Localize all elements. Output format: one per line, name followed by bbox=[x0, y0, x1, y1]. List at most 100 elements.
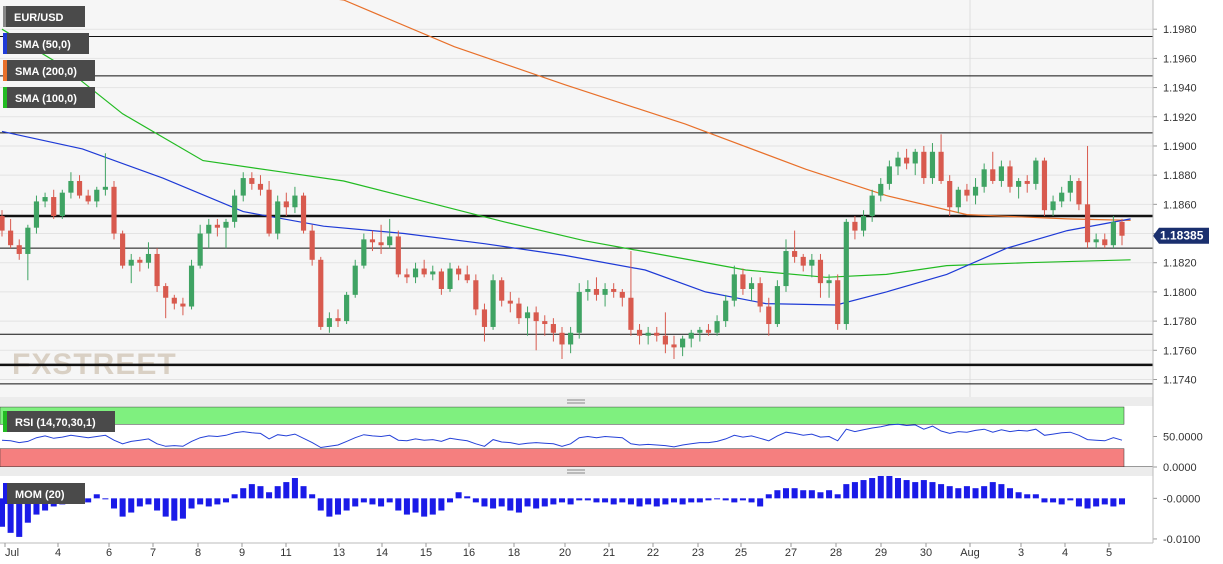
legend-symbol[interactable]: EUR/USD bbox=[3, 6, 85, 27]
momentum-bar-23 bbox=[197, 498, 204, 505]
legend-mom[interactable]: MOM (20) bbox=[3, 483, 85, 504]
momentum-bar-83 bbox=[714, 498, 721, 500]
momentum-bar-97 bbox=[834, 494, 841, 499]
candle-body-22 bbox=[188, 265, 195, 307]
candle-body-60 bbox=[516, 303, 522, 319]
legend-sma-200[interactable]: SMA (200,0) bbox=[3, 60, 95, 81]
momentum-bar-47 bbox=[403, 498, 410, 515]
momentum-bar-74 bbox=[636, 498, 643, 507]
rsi-line bbox=[1, 423, 1123, 449]
momentum-bar-18 bbox=[154, 498, 161, 511]
momentum-bar-111 bbox=[955, 488, 962, 499]
candle-body-66 bbox=[568, 332, 574, 345]
price-grid bbox=[0, 0, 1153, 397]
sma-100-line bbox=[1, 28, 1131, 278]
momentum-bar-86 bbox=[739, 498, 746, 501]
candle-body-112 bbox=[964, 189, 970, 196]
momentum-bar-1 bbox=[7, 498, 14, 533]
momentum-bar-53 bbox=[455, 492, 462, 499]
price-tick-label-5: 1.1880 bbox=[1163, 170, 1197, 182]
time-tick-label-17: 27 bbox=[785, 547, 797, 559]
candle-body-79 bbox=[680, 338, 686, 348]
momentum-bar-122 bbox=[1050, 498, 1057, 503]
momentum-bar-51 bbox=[438, 498, 445, 511]
price-axis: 1.1980 1.1960 1.1940 1.1920 1.1900 1.1880 1.18… bbox=[1153, 24, 1197, 386]
momentum-bar-20 bbox=[171, 498, 178, 521]
sma-50-line bbox=[1, 130, 1131, 306]
momentum-bar-64 bbox=[550, 498, 557, 505]
candle-body-49 bbox=[421, 268, 427, 275]
candle-body-25 bbox=[214, 224, 220, 228]
momentum-bar-25 bbox=[214, 498, 221, 505]
rsi-tick-label-1: 0.0000 bbox=[1163, 462, 1197, 474]
momentum-bar-32 bbox=[274, 486, 281, 499]
time-tick-label-18: 28 bbox=[830, 547, 842, 559]
momentum-bar-70 bbox=[602, 498, 609, 503]
horizontal-levels bbox=[0, 35, 1153, 385]
legend-symbol-marker bbox=[3, 6, 6, 27]
momentum-bar-11 bbox=[93, 494, 100, 499]
candle-body-41 bbox=[352, 265, 358, 295]
momentum-bar-105 bbox=[903, 480, 910, 499]
candle-body-78 bbox=[671, 344, 677, 348]
candle-body-87 bbox=[748, 283, 755, 289]
candle-body-47 bbox=[404, 274, 410, 278]
legend-rsi[interactable]: RSI (14,70,30,1) bbox=[3, 411, 115, 432]
candle-body-12 bbox=[102, 186, 108, 190]
candle-body-76 bbox=[654, 332, 660, 336]
legend-sma-50[interactable]: SMA (50,0) bbox=[3, 33, 89, 54]
candle-body-124 bbox=[1067, 180, 1073, 193]
candle-body-24 bbox=[206, 224, 212, 234]
price-tick-label-2: 1.1940 bbox=[1163, 83, 1197, 95]
momentum-bar-124 bbox=[1067, 498, 1074, 501]
momentum-bar-39 bbox=[334, 498, 342, 515]
rsi-overbought-zone bbox=[0, 406, 1125, 425]
momentum-bar-3 bbox=[24, 498, 31, 523]
candle-body-46 bbox=[395, 236, 401, 275]
momentum-bar-92 bbox=[791, 488, 798, 499]
momentum-bar-50 bbox=[429, 498, 436, 515]
candle-body-55 bbox=[473, 280, 479, 310]
momentum-bar-126 bbox=[1084, 498, 1091, 509]
candle-body-51 bbox=[438, 271, 444, 289]
pane-resize-handle-2[interactable] bbox=[567, 469, 585, 474]
mom-tick-label-1: -0.0100 bbox=[1163, 534, 1200, 546]
candle-body-4 bbox=[33, 201, 40, 228]
candle-body-6 bbox=[51, 197, 57, 217]
candle-body-43 bbox=[369, 239, 376, 243]
candles bbox=[0, 134, 1125, 360]
pane-resize-handle-1[interactable] bbox=[567, 399, 585, 404]
candle-body-91 bbox=[783, 251, 789, 287]
candle-body-27 bbox=[232, 195, 238, 222]
legend-sma-100-box bbox=[3, 87, 95, 108]
candle-body-57 bbox=[490, 280, 496, 327]
momentum-bar-81 bbox=[696, 498, 703, 503]
momentum-bar-14 bbox=[119, 498, 126, 517]
last-price-tag: 1.18385 bbox=[1153, 227, 1209, 244]
time-tick-label-10: 16 bbox=[463, 547, 475, 559]
momentum-bar-22 bbox=[188, 498, 195, 509]
momentum-bar-45 bbox=[386, 498, 393, 503]
momentum-bar-99 bbox=[851, 482, 858, 499]
momentum-bar-116 bbox=[998, 484, 1005, 499]
legend-sma-100[interactable]: SMA (100,0) bbox=[3, 87, 95, 108]
momentum-bar-85 bbox=[731, 498, 738, 503]
time-tick-label-0: Jul bbox=[5, 547, 19, 559]
pane-separator-2 bbox=[0, 467, 1153, 476]
candle-body-130 bbox=[1119, 221, 1125, 236]
candle-body-30 bbox=[257, 183, 264, 190]
momentum-bar-68 bbox=[584, 498, 591, 501]
momentum-bar-2 bbox=[16, 498, 23, 537]
candle-body-21 bbox=[180, 303, 186, 307]
candle-body-48 bbox=[412, 268, 419, 278]
price-tick-label-8: 1.1820 bbox=[1163, 258, 1197, 270]
momentum-bar-63 bbox=[541, 498, 548, 507]
candle-body-109 bbox=[938, 151, 944, 181]
legend-sma-200-text: SMA (200,0) bbox=[15, 66, 77, 78]
momentum-bar-108 bbox=[929, 482, 936, 499]
candle-body-70 bbox=[602, 288, 608, 295]
moving-averages bbox=[1, 0, 1131, 306]
candle-body-123 bbox=[1059, 192, 1065, 202]
legend-sma-100-marker bbox=[3, 87, 7, 108]
